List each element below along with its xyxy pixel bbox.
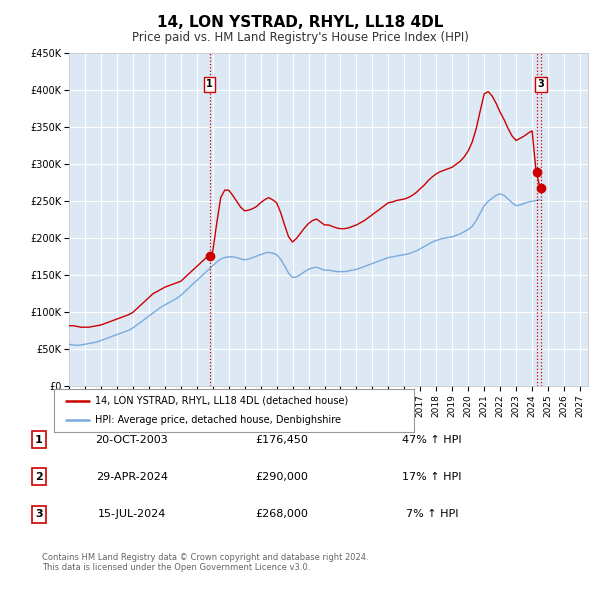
- Text: 3: 3: [35, 510, 43, 519]
- Text: 1: 1: [35, 435, 43, 444]
- Text: 2: 2: [35, 472, 43, 481]
- Text: 14, LON YSTRAD, RHYL, LL18 4DL: 14, LON YSTRAD, RHYL, LL18 4DL: [157, 15, 443, 30]
- Text: HPI: Average price, detached house, Denbighshire: HPI: Average price, detached house, Denb…: [95, 415, 341, 425]
- Text: £268,000: £268,000: [256, 510, 308, 519]
- Text: This data is licensed under the Open Government Licence v3.0.: This data is licensed under the Open Gov…: [42, 563, 310, 572]
- Text: Contains HM Land Registry data © Crown copyright and database right 2024.: Contains HM Land Registry data © Crown c…: [42, 553, 368, 562]
- Text: 3: 3: [538, 79, 544, 89]
- Text: 14, LON YSTRAD, RHYL, LL18 4DL (detached house): 14, LON YSTRAD, RHYL, LL18 4DL (detached…: [95, 396, 349, 406]
- Text: 7% ↑ HPI: 7% ↑ HPI: [406, 510, 458, 519]
- Text: 47% ↑ HPI: 47% ↑ HPI: [402, 435, 462, 444]
- Text: 29-APR-2024: 29-APR-2024: [96, 472, 168, 481]
- Text: Price paid vs. HM Land Registry's House Price Index (HPI): Price paid vs. HM Land Registry's House …: [131, 31, 469, 44]
- Text: 15-JUL-2024: 15-JUL-2024: [98, 510, 166, 519]
- Text: £176,450: £176,450: [256, 435, 308, 444]
- Text: 20-OCT-2003: 20-OCT-2003: [95, 435, 169, 444]
- Text: 1: 1: [206, 79, 213, 89]
- Text: 17% ↑ HPI: 17% ↑ HPI: [402, 472, 462, 481]
- Text: £290,000: £290,000: [256, 472, 308, 481]
